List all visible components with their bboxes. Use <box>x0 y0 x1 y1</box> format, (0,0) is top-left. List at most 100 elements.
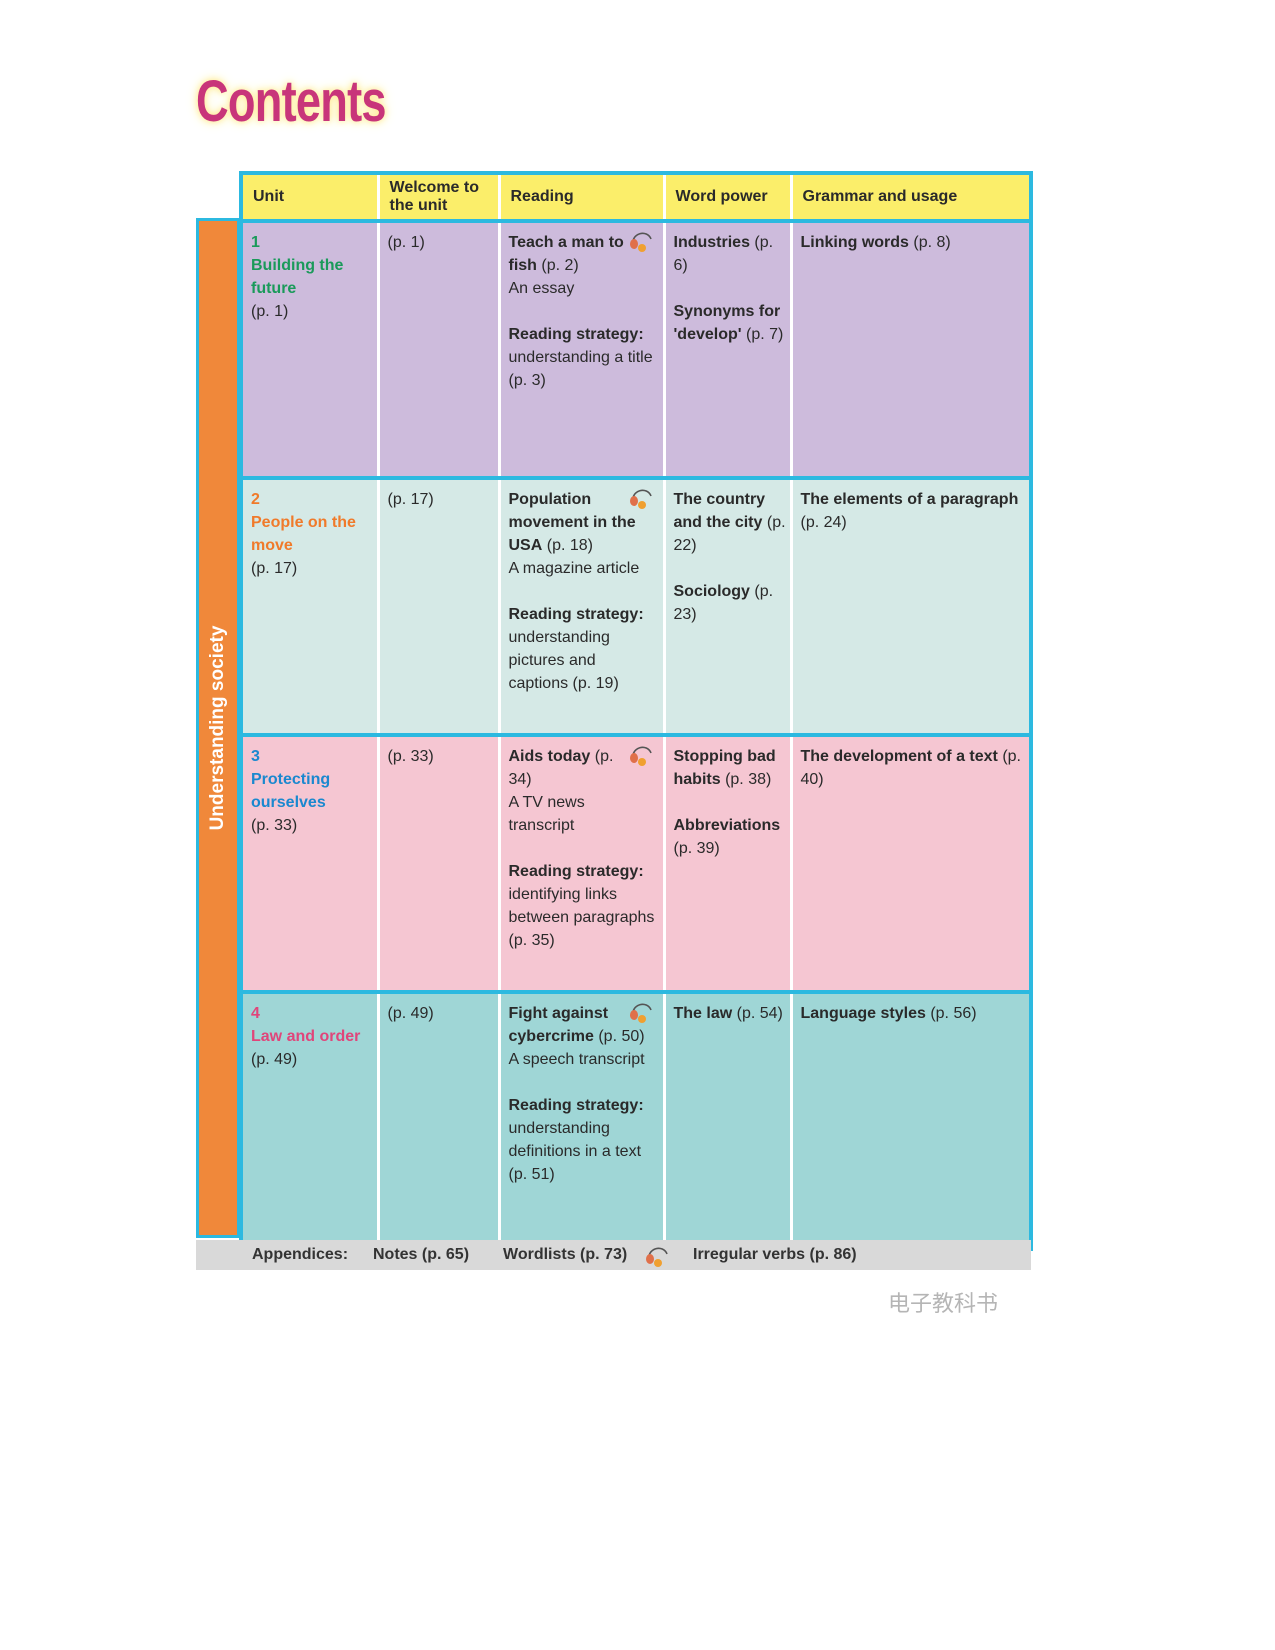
unit-row: 1 Building the future (p. 1) (p. 1) Teac… <box>241 219 1031 478</box>
word-power-label: Industries <box>673 234 750 251</box>
reading-page: (p. 50) <box>598 1028 645 1045</box>
unit-name: Building the future <box>251 257 344 297</box>
unit-row: 3 Protecting ourselves (p. 33) (p. 33) A… <box>241 733 1031 992</box>
word-power-label: Sociology <box>673 583 750 600</box>
grammar-cell: Linking words (p. 8) <box>789 219 1031 478</box>
word-power-page: (p. 39) <box>673 840 720 857</box>
appendices-label: Appendices: <box>252 1246 349 1263</box>
header-row: Unit Welcome to the unit Reading Word po… <box>241 173 1031 221</box>
headphones-icon <box>629 1003 652 1023</box>
reading-title[interactable]: Teach a man to fish <box>508 234 624 274</box>
reading-type: An essay <box>508 280 575 297</box>
unit-row: 4 Law and order (p. 49) (p. 49) Fight ag… <box>241 990 1031 1249</box>
unit-name: Protecting ourselves <box>251 771 331 811</box>
reading-type: A magazine article <box>508 560 640 577</box>
word-power-cell: The country and the city (p. 22) Sociolog… <box>662 476 791 735</box>
grammar-cell: The development of a text (p. 40) <box>789 733 1031 992</box>
unit-page: (p. 33) <box>251 817 298 834</box>
reading-cell: Fight against cybercrime (p. 50) A speec… <box>497 990 664 1249</box>
unit-name: People on the move <box>251 514 356 554</box>
header-grammar: Grammar and usage <box>789 173 1031 221</box>
reading-title[interactable]: Aids today <box>508 748 591 765</box>
grammar-cell: Language styles (p. 56) <box>789 990 1031 1249</box>
header-reading: Reading <box>497 173 664 221</box>
watermark: 电子教科书 <box>888 1291 999 1316</box>
welcome-cell: (p. 49) <box>376 990 499 1249</box>
unit-name: Law and order <box>251 1028 361 1045</box>
word-power-page: (p. 6) <box>673 234 774 274</box>
unit-number: 1 <box>251 234 260 251</box>
word-power-page: (p. 23) <box>673 583 774 623</box>
word-power-item: Synonyms for 'develop' (p. 7) <box>674 300 788 346</box>
page-title: Contents <box>196 69 387 134</box>
reading-cell: Teach a man to fish (p. 2) An essay Read… <box>497 219 664 478</box>
reading-strategy-label: Reading strategy: <box>508 606 644 623</box>
unit-page: (p. 49) <box>251 1051 298 1068</box>
reading-cell: Aids today (p. 34) A TV news transcript … <box>497 733 664 992</box>
word-power-item: Industries (p. 6) <box>674 231 788 277</box>
reading-strategy: understanding pictures and captions (p. … <box>508 629 619 692</box>
headphones-icon <box>646 1247 668 1267</box>
unit-page: (p. 17) <box>251 560 298 577</box>
header-unit: Unit <box>241 173 378 221</box>
reading-strategy-label: Reading strategy: <box>508 863 644 880</box>
contents-table: Unit Welcome to the unit Reading Word po… <box>239 171 1033 1251</box>
reading-type: A speech transcript <box>508 1051 645 1068</box>
reading-strategy-label: Reading strategy: <box>508 1097 644 1114</box>
welcome-page: (p. 1) <box>387 234 425 251</box>
grammar-label: The elements of a paragraph <box>800 491 1019 508</box>
grammar-label: Language styles <box>800 1005 926 1022</box>
appendices-bar: Appendices: Notes (p. 65) Wordlists (p. … <box>196 1240 1031 1270</box>
headphones-icon <box>629 232 652 252</box>
welcome-page: (p. 49) <box>387 1005 434 1022</box>
grammar-cell: The elements of a paragraph (p. 24) <box>789 476 1031 735</box>
word-power-item: The country and the city (p. 22) <box>674 488 788 557</box>
theme-label: Understanding society <box>207 625 228 831</box>
word-power-cell: Stopping bad habits (p. 38) Abbreviations… <box>662 733 791 992</box>
word-power-cell: Industries (p. 6) Synonyms for 'develop' … <box>662 219 791 478</box>
reading-strategy: identifying links between paragraphs (p.… <box>508 886 655 949</box>
unit-number: 2 <box>251 491 260 508</box>
theme-side-band: Understanding society <box>196 218 240 1238</box>
unit-number: 3 <box>251 748 260 765</box>
word-power-page: (p. 54) <box>736 1005 783 1022</box>
header-word-power: Word power <box>662 173 791 221</box>
welcome-page: (p. 17) <box>387 491 434 508</box>
welcome-cell: (p. 1) <box>376 219 499 478</box>
grammar-label: The development of a text <box>800 748 998 765</box>
reading-page: (p. 34) <box>508 748 614 788</box>
grammar-page: (p. 24) <box>800 514 847 531</box>
appendix-irregular-verbs[interactable]: Irregular verbs (p. 86) <box>693 1246 857 1263</box>
unit-cell[interactable]: 1 Building the future (p. 1) <box>241 219 378 478</box>
reading-page: (p. 2) <box>541 257 579 274</box>
header-welcome: Welcome to the unit <box>376 173 499 221</box>
grammar-label: Linking words <box>800 234 909 251</box>
word-power-item: Stopping bad habits (p. 38) <box>674 745 788 791</box>
appendix-notes[interactable]: Notes (p. 65) <box>373 1246 470 1263</box>
reading-page: (p. 18) <box>546 537 593 554</box>
word-power-cell: The law (p. 54) <box>662 990 791 1249</box>
grammar-page: (p. 8) <box>913 234 951 251</box>
word-power-label: Synonyms for 'develop' <box>673 303 781 343</box>
unit-cell[interactable]: 4 Law and order (p. 49) <box>241 990 378 1249</box>
unit-cell[interactable]: 2 People on the move (p. 17) <box>241 476 378 735</box>
reading-title[interactable]: Population movement in the USA <box>508 491 636 554</box>
word-power-page: (p. 38) <box>725 771 772 788</box>
reading-strategy: understanding definitions in a text (p. … <box>508 1120 642 1183</box>
welcome-cell: (p. 17) <box>376 476 499 735</box>
word-power-page: (p. 22) <box>673 514 786 554</box>
unit-row: 2 People on the move (p. 17) (p. 17) Pop… <box>241 476 1031 735</box>
reading-cell: Population movement in the USA (p. 18) A… <box>497 476 664 735</box>
headphones-icon <box>629 489 652 509</box>
word-power-page: (p. 7) <box>746 326 784 343</box>
unit-page: (p. 1) <box>251 303 289 320</box>
reading-title[interactable]: Fight against cybercrime <box>508 1005 609 1045</box>
word-power-item: Abbreviations (p. 39) <box>674 814 788 860</box>
reading-strategy: understanding a title (p. 3) <box>508 349 653 389</box>
appendix-wordlists[interactable]: Wordlists (p. 73) <box>503 1246 628 1263</box>
word-power-label: Abbreviations <box>673 817 781 834</box>
word-power-item: The law (p. 54) <box>674 1002 788 1025</box>
reading-strategy-label: Reading strategy: <box>508 326 644 343</box>
unit-cell[interactable]: 3 Protecting ourselves (p. 33) <box>241 733 378 992</box>
word-power-label: The law <box>673 1005 733 1022</box>
